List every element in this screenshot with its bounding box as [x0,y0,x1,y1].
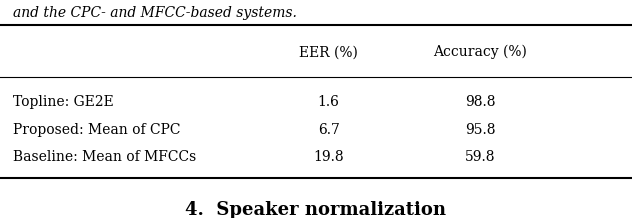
Text: 19.8: 19.8 [313,150,344,164]
Text: 1.6: 1.6 [318,95,339,109]
Text: Accuracy (%): Accuracy (%) [434,45,527,59]
Text: Proposed: Mean of CPC: Proposed: Mean of CPC [13,123,180,136]
Text: Baseline: Mean of MFCCs: Baseline: Mean of MFCCs [13,150,196,164]
Text: 59.8: 59.8 [465,150,495,164]
Text: EER (%): EER (%) [299,45,358,59]
Text: Topline: GE2E: Topline: GE2E [13,95,113,109]
Text: 98.8: 98.8 [465,95,495,109]
Text: 6.7: 6.7 [318,123,339,136]
Text: and the CPC- and MFCC-based systems.: and the CPC- and MFCC-based systems. [13,6,296,20]
Text: 4.  Speaker normalization: 4. Speaker normalization [186,201,446,218]
Text: 95.8: 95.8 [465,123,495,136]
